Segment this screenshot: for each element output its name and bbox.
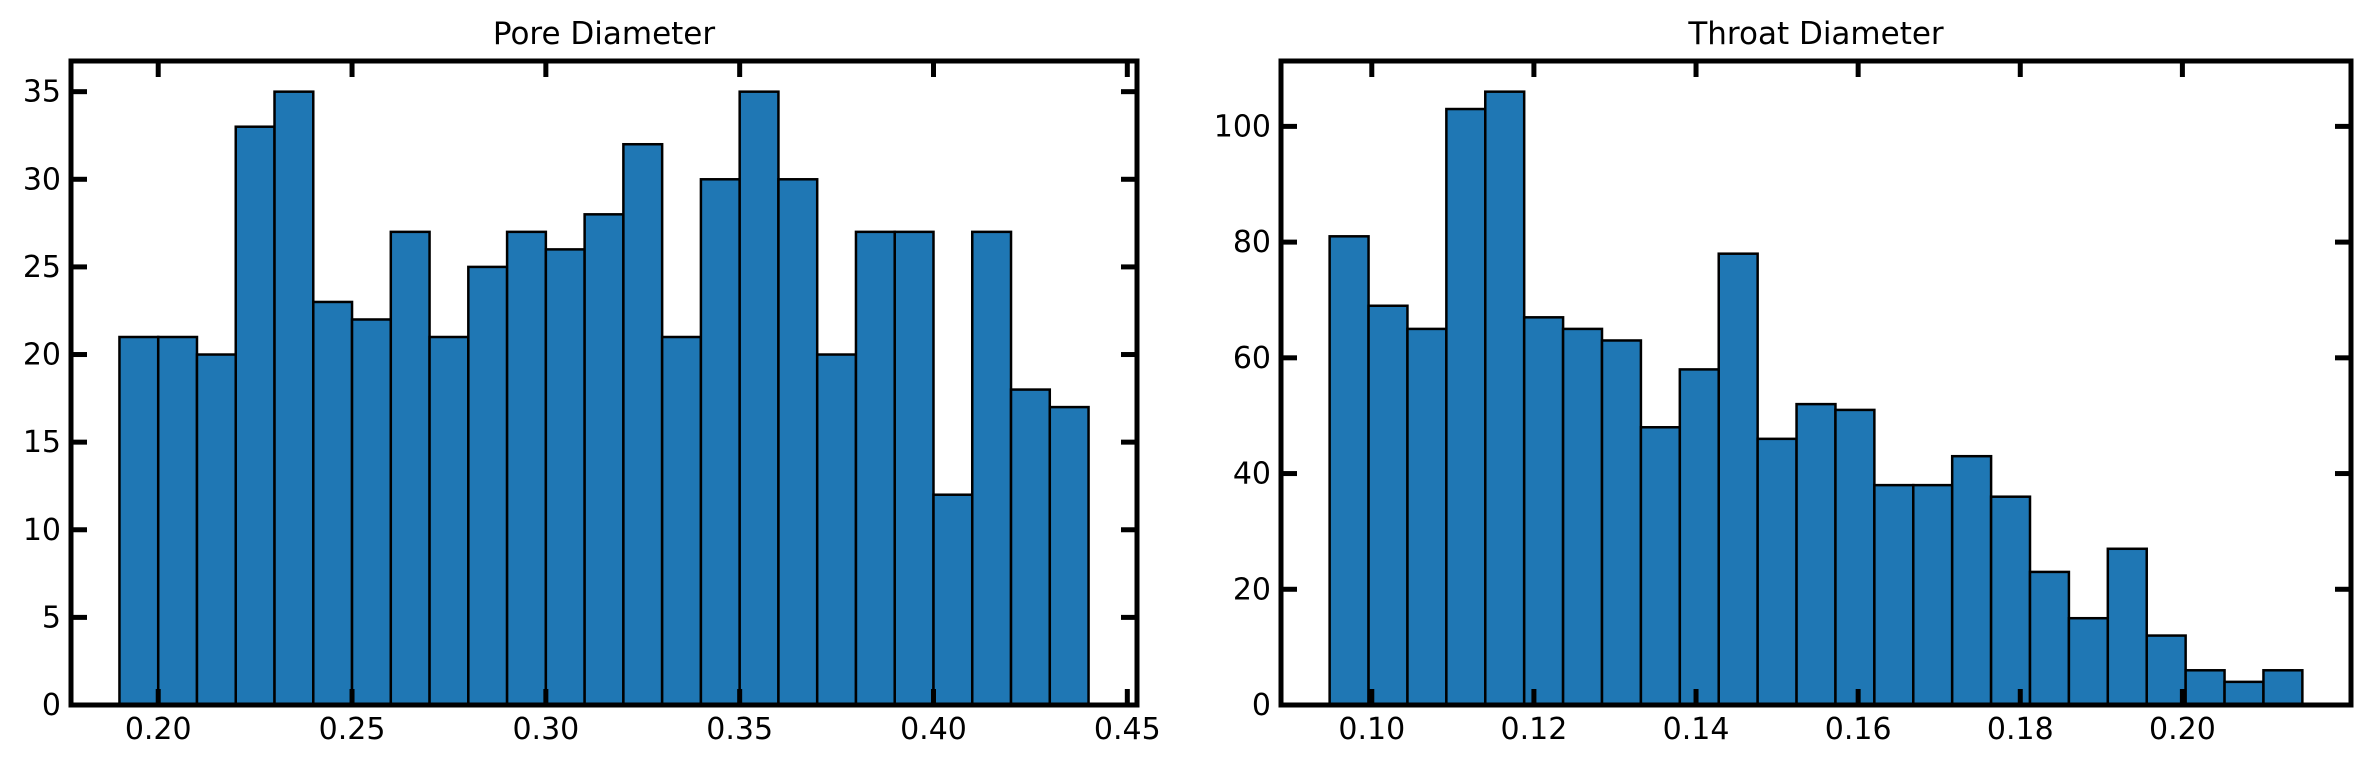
histogram-bar <box>777 178 819 707</box>
y-tick-label: 25 <box>23 250 61 285</box>
plot-frame <box>1278 58 2354 708</box>
histogram-bar <box>2067 616 2110 707</box>
histogram-bar <box>583 213 625 707</box>
y-tick-label: 60 <box>1233 341 1271 376</box>
bars <box>1328 90 2304 707</box>
y-tick-label: 30 <box>23 162 61 197</box>
histogram-bar <box>932 493 974 707</box>
histogram-bar <box>1048 405 1090 707</box>
histogram-bar <box>1639 426 1682 707</box>
histogram-bar <box>699 178 741 707</box>
y-tick-label: 80 <box>1233 225 1271 260</box>
x-tick-label: 0.45 <box>1094 712 1161 747</box>
histogram-bar <box>1950 454 1993 707</box>
y-tick-label: 40 <box>1233 457 1271 492</box>
x-tick-label: 0.10 <box>1338 712 1405 747</box>
histogram-bar <box>234 125 276 707</box>
histogram-bar <box>544 248 586 707</box>
tick-labels: 0.20 0.25 0.30 0.35 0.40 0.45 0 5 10 15 20 25 30 35 <box>23 75 1161 747</box>
histogram-bar <box>893 230 935 707</box>
x-tick-label: 0.12 <box>1501 712 1568 747</box>
histogram-bar <box>350 318 393 707</box>
histogram-bar <box>1912 483 1954 707</box>
x-tick-label: 0.40 <box>900 712 967 747</box>
y-tick-label: 0 <box>42 688 61 723</box>
histogram-bar <box>1834 408 1876 707</box>
histogram-bar <box>1406 327 1448 707</box>
histogram-bar <box>2145 634 2187 707</box>
histogram-bar <box>118 335 160 707</box>
histogram-bar <box>1873 483 1915 707</box>
ticks <box>1281 61 2351 708</box>
histogram-bar <box>389 230 431 707</box>
chart-title: Throat Diameter <box>1687 16 1944 52</box>
histogram-bar <box>622 142 664 707</box>
x-tick-label: 0.18 <box>1987 712 2054 747</box>
histogram-bar <box>815 353 858 707</box>
histogram-bar <box>2184 669 2226 707</box>
histogram-bar <box>2028 570 2071 707</box>
histogram-bar <box>1445 107 1487 707</box>
histogram-bar <box>1367 304 1409 707</box>
histogram-bar <box>1009 388 1052 707</box>
y-tick-label: 35 <box>23 75 61 110</box>
y-tick-label: 5 <box>42 600 61 635</box>
histogram-bar <box>1795 402 1837 707</box>
y-tick-label: 0 <box>1252 688 1271 723</box>
histogram-bar <box>1561 327 1604 707</box>
histogram-bar <box>1989 495 2032 707</box>
histogram-bar <box>660 335 703 707</box>
histogram-bar <box>971 230 1013 707</box>
histogram-bar <box>505 230 548 707</box>
bars <box>118 90 1090 707</box>
y-tick-label: 20 <box>1233 572 1271 607</box>
histogram-bar <box>1756 437 1798 707</box>
y-tick-label: 15 <box>23 425 61 460</box>
histogram-bar <box>2223 680 2265 707</box>
histogram-bar <box>467 265 509 707</box>
y-tick-label: 10 <box>23 513 61 548</box>
x-tick-label: 0.35 <box>706 712 773 747</box>
x-tick-label: 0.30 <box>512 712 579 747</box>
histogram-bar <box>195 353 237 707</box>
histogram-bar <box>273 90 315 707</box>
histogram-bar <box>1600 339 1643 707</box>
chart-title: Pore Diameter <box>493 16 716 52</box>
tick-labels: 0.10 0.12 0.14 0.16 0.18 0.20 0 20 40 60 80 100 <box>1214 109 2216 747</box>
histogram-bar <box>1328 235 1370 707</box>
histogram-bar <box>156 335 199 707</box>
pore-diameter-histogram: Pore Diameter 0.20 0.25 0.30 0.35 0.40 0.45 0 5… <box>23 16 1161 747</box>
throat-diameter-histogram: Throat Diameter 0.10 0.12 0.14 0.16 0.18 0.20… <box>1214 16 2354 747</box>
histogram-bar <box>2262 669 2304 707</box>
histogram-bar <box>854 230 896 707</box>
histogram-bar <box>2106 547 2148 707</box>
y-tick-label: 20 <box>23 338 61 373</box>
y-tick-label: 100 <box>1214 109 1271 144</box>
x-tick-label: 0.14 <box>1663 712 1730 747</box>
histogram-bar <box>1678 368 1720 707</box>
histogram-bar <box>312 300 354 707</box>
x-tick-label: 0.16 <box>1825 712 1892 747</box>
plot-frame <box>68 58 1140 708</box>
histogram-bar <box>1522 316 1565 707</box>
histogram-bar <box>1484 90 1526 707</box>
histogram-bar <box>428 335 470 707</box>
x-tick-label: 0.20 <box>125 712 192 747</box>
x-tick-label: 0.20 <box>2149 712 2216 747</box>
histogram-bar <box>1717 252 1759 707</box>
histogram-bar <box>738 90 780 707</box>
x-tick-label: 0.25 <box>319 712 386 747</box>
